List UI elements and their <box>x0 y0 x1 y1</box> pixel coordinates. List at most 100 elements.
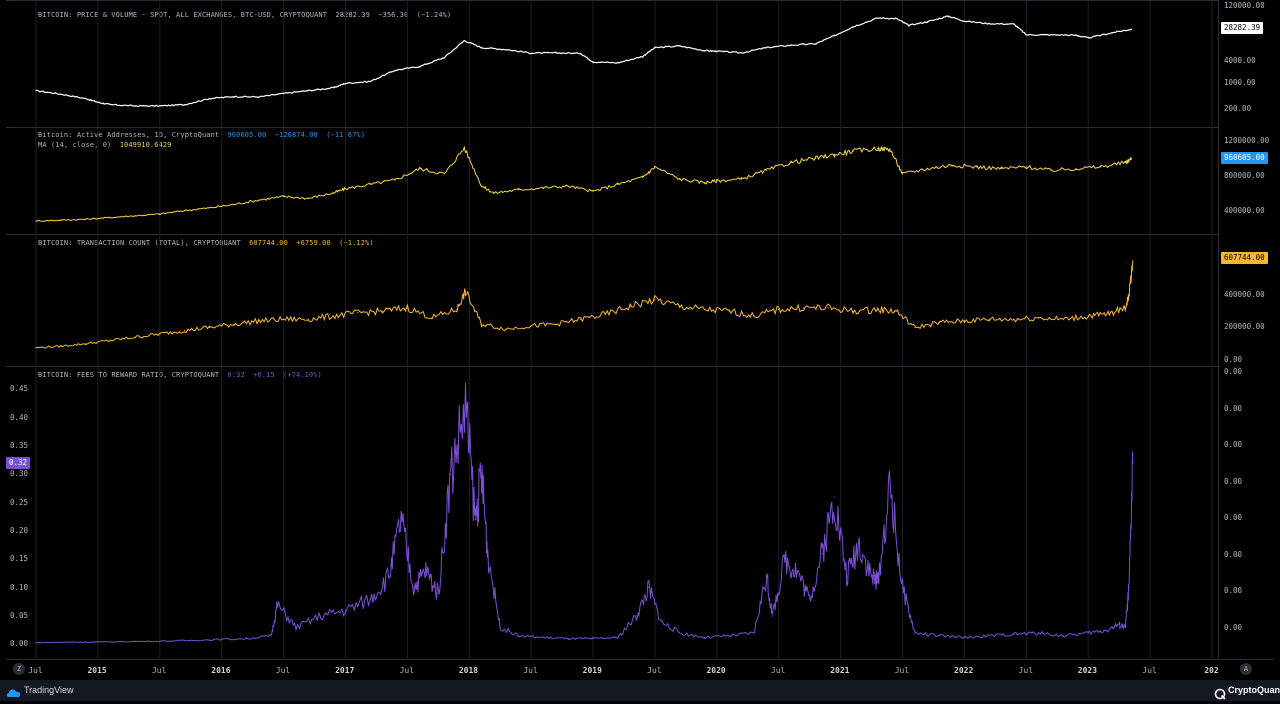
fees-point <box>858 541 860 543</box>
price-pane[interactable] <box>6 0 1218 127</box>
fees-ytick: 0.25 <box>10 497 29 507</box>
time-axis-label: Jul <box>894 666 910 675</box>
active-point <box>951 164 953 166</box>
cryptoquant-brand[interactable]: CryptoQuant <box>1228 685 1280 695</box>
price-ytick: 120000.00 <box>1224 1 1265 10</box>
active-point <box>134 215 136 217</box>
tx-point <box>357 312 359 314</box>
price-point <box>1087 37 1089 39</box>
tx-point <box>802 307 805 309</box>
transaction-count-pane[interactable] <box>6 234 1218 366</box>
active-point <box>35 220 37 222</box>
active-point <box>877 147 879 150</box>
price-point <box>926 21 928 23</box>
price-point <box>419 65 421 68</box>
price-last-value-badge: 28282.39 <box>1221 22 1264 35</box>
fees-ytick: 0.10 <box>10 582 29 592</box>
fees-point <box>295 626 297 628</box>
price-point <box>833 35 836 37</box>
fees-point <box>388 575 390 577</box>
price-point <box>963 20 966 22</box>
auto-scale-circle-button[interactable]: A <box>1240 663 1252 675</box>
tx-point <box>580 318 582 320</box>
active-point <box>493 192 495 194</box>
active-point <box>1099 166 1102 168</box>
tx-point <box>159 333 161 335</box>
active-point <box>889 148 891 151</box>
fees-point <box>1038 632 1040 634</box>
tx-point <box>406 307 408 309</box>
fees-point <box>889 485 891 487</box>
tx-point <box>654 299 656 301</box>
price-point <box>716 50 718 52</box>
tradingview-brand[interactable]: TradingView <box>24 685 74 695</box>
price-axis[interactable] <box>1218 0 1275 658</box>
price-point <box>530 52 532 54</box>
fees-ytick: 0.05 <box>10 611 29 620</box>
fees-point <box>784 558 786 560</box>
tx-header: BITCOIN: TRANSACTION COUNT (TOTAL), CRYP… <box>38 239 378 248</box>
price-point <box>481 47 483 49</box>
price-point <box>505 48 507 51</box>
tx-point <box>778 308 780 311</box>
fees-point <box>1132 462 1134 464</box>
price-point <box>988 23 990 25</box>
tx-point <box>258 320 260 322</box>
fees-ratio-pane[interactable] <box>6 366 1218 660</box>
price-point <box>580 52 582 54</box>
fees-ytick: 0.40 <box>10 412 29 422</box>
tx-point <box>753 315 755 317</box>
price-point <box>183 104 186 106</box>
tx-header-value: 607744.00 <box>249 239 288 247</box>
price-point <box>369 80 371 83</box>
active-point <box>741 178 743 180</box>
tx-point <box>1106 313 1108 315</box>
fees-point <box>245 638 248 640</box>
active-header-value: 960605.00 <box>227 131 267 139</box>
tx-header-pct: (+1.12%) <box>339 239 374 247</box>
active-point <box>542 187 545 189</box>
active-point <box>654 166 656 168</box>
price-point <box>394 69 396 71</box>
zoom-circle-button[interactable]: Z <box>13 663 25 675</box>
fees-point <box>134 640 136 643</box>
active-point <box>419 168 421 170</box>
price-point <box>592 61 594 63</box>
active-point <box>815 157 817 159</box>
tx-point <box>1062 318 1065 320</box>
price-point <box>877 17 879 19</box>
time-axis-label: Jul <box>1018 666 1033 675</box>
price-point <box>35 90 37 92</box>
tx-point <box>307 318 309 320</box>
tx-ytick: 400000.00 <box>1224 289 1265 299</box>
active-addresses-pane[interactable] <box>6 127 1218 234</box>
price-header: BITCOIN: PRICE & VOLUME - SPOT, ALL EXCH… <box>38 11 455 20</box>
fees-point <box>765 575 767 577</box>
time-axis-label: Jul <box>275 666 291 675</box>
active-point <box>233 203 235 206</box>
fees-point <box>487 553 489 555</box>
time-axis-label: 2017 <box>335 666 355 675</box>
tx-point <box>852 310 854 312</box>
price-point <box>895 17 897 20</box>
tx-point <box>555 323 557 325</box>
time-axis[interactable] <box>6 659 1274 680</box>
fees-point <box>499 626 501 628</box>
tx-series-line <box>35 260 1134 349</box>
tx-point <box>233 323 235 325</box>
active-point <box>679 178 681 180</box>
price-point <box>332 87 334 89</box>
fees-point <box>320 615 322 617</box>
active-ma-title: MA (14, close, 0) <box>38 141 112 149</box>
fees-point <box>703 636 706 639</box>
fees-header-title: BITCOIN: FEES TO REWARD RATIO, CRYPTOQUA… <box>38 371 220 379</box>
active-point <box>369 183 371 185</box>
fees-point <box>914 632 916 634</box>
price-point <box>97 101 99 103</box>
fees-point <box>809 598 811 600</box>
active-point <box>394 179 396 181</box>
tx-ytick: 200000.00 <box>1224 322 1265 332</box>
fees-point <box>464 405 467 407</box>
fees-point <box>481 473 483 475</box>
